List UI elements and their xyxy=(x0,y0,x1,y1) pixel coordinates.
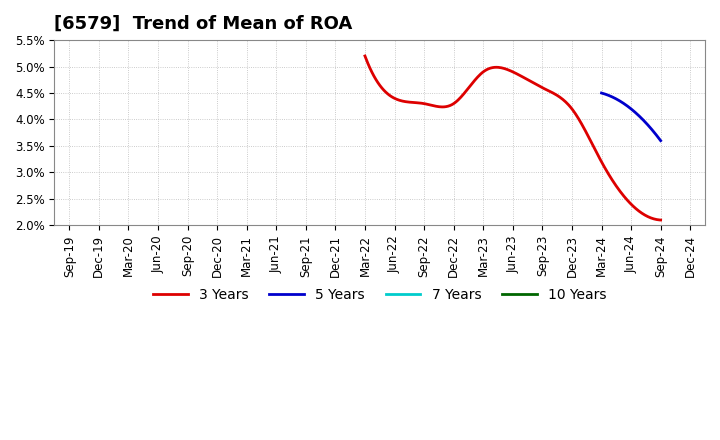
3 Years xyxy=(536,84,544,89)
Legend: 3 Years, 5 Years, 7 Years, 10 Years: 3 Years, 5 Years, 7 Years, 10 Years xyxy=(148,282,612,307)
5 Years xyxy=(657,138,665,143)
5 Years xyxy=(608,95,617,100)
3 Years xyxy=(629,203,637,209)
5 Years xyxy=(597,90,606,95)
5 Years xyxy=(600,91,608,96)
3 Years xyxy=(536,84,545,90)
5 Years xyxy=(652,132,660,137)
5 Years xyxy=(600,92,609,97)
3 Years xyxy=(610,180,618,186)
5 Years xyxy=(653,134,662,139)
3 Years xyxy=(361,53,369,59)
5 Years xyxy=(613,97,621,102)
Line: 5 Years: 5 Years xyxy=(601,93,661,141)
3 Years xyxy=(541,87,550,92)
3 Years xyxy=(657,217,665,223)
Line: 3 Years: 3 Years xyxy=(365,56,661,220)
Text: [6579]  Trend of Mean of ROA: [6579] Trend of Mean of ROA xyxy=(55,15,353,33)
3 Years xyxy=(361,56,370,61)
